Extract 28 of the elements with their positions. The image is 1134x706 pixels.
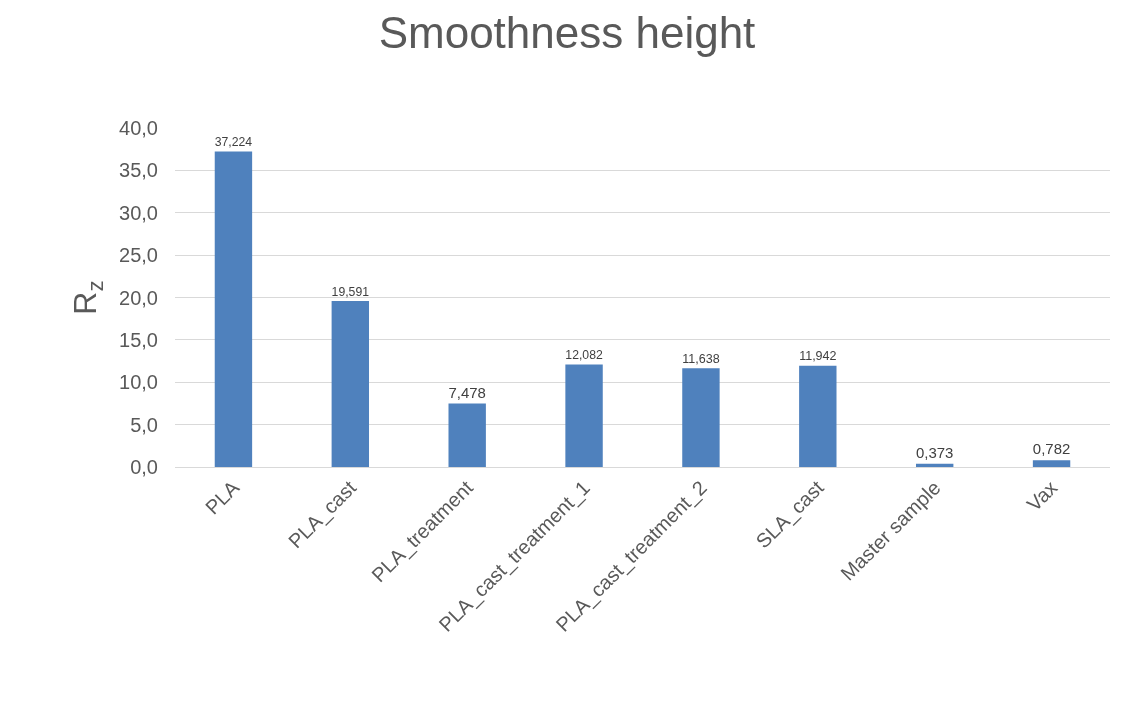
bar bbox=[331, 300, 370, 467]
data-label: 37,224 bbox=[214, 135, 253, 150]
data-label: 12,082 bbox=[565, 348, 603, 363]
y-tick-label: 40,0 bbox=[119, 117, 158, 139]
bar bbox=[1032, 460, 1071, 467]
y-tick-label: 25,0 bbox=[119, 244, 158, 267]
x-tick-label: PLA bbox=[201, 475, 244, 519]
y-tick-label: 5,0 bbox=[130, 413, 158, 436]
bar bbox=[682, 368, 720, 467]
data-label: 11,638 bbox=[682, 351, 720, 366]
x-tick-label: Vax bbox=[1022, 476, 1062, 516]
y-tick-label: 35,0 bbox=[119, 159, 158, 182]
y-tick-label: 10,0 bbox=[119, 371, 158, 394]
bar bbox=[799, 365, 837, 467]
bar bbox=[214, 151, 253, 467]
data-label: 11,942 bbox=[799, 349, 837, 364]
bar bbox=[565, 364, 603, 467]
bar bbox=[915, 463, 954, 467]
chart-title: Smoothness height bbox=[378, 8, 756, 58]
data-label: 19,591 bbox=[331, 284, 370, 299]
y-tick-label: 20,0 bbox=[119, 286, 158, 309]
y-tick-label: 0,0 bbox=[130, 456, 158, 478]
data-label: 7,478 bbox=[448, 383, 486, 401]
data-label: 0,782 bbox=[1032, 440, 1071, 458]
y-tick-label: 15,0 bbox=[119, 328, 158, 351]
bar bbox=[448, 403, 486, 467]
data-label: 0,373 bbox=[915, 443, 954, 461]
y-tick-label: 30,0 bbox=[119, 201, 158, 224]
